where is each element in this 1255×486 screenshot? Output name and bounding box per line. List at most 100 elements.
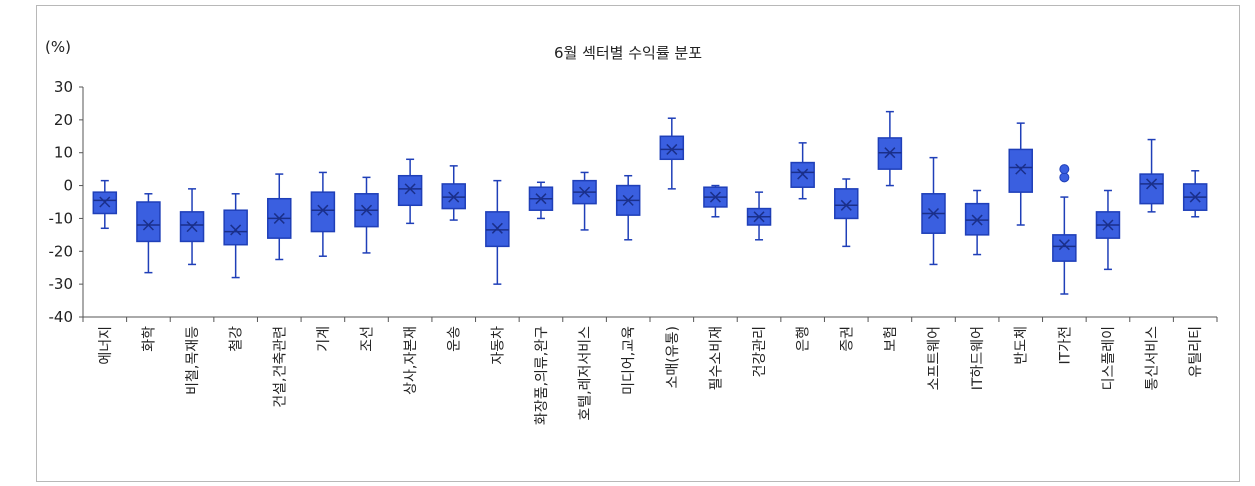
- box-20: [921, 156, 946, 266]
- x-tick-label: 필수소비재: [708, 326, 724, 390]
- x-tick-label: 미디어,교육: [621, 326, 637, 395]
- mean-marker: [666, 143, 678, 155]
- iqr-box: [136, 201, 161, 243]
- mean-marker: [448, 191, 460, 203]
- x-tick-label: 보험: [883, 326, 899, 352]
- box-19: [877, 110, 903, 187]
- chart-frame: (%) 6월 섹터별 수익률 분포 30 20 10 0 -10 -20 -30 -40 에너…: [36, 5, 1240, 482]
- box-21: [964, 189, 990, 256]
- iqr-box: [1139, 173, 1164, 205]
- x-tick-label: 디스플레이: [1101, 326, 1117, 390]
- x-tick-label: 소매(유통): [665, 326, 681, 388]
- chart-title: 6월 섹터별 수익률 분포: [554, 44, 702, 62]
- box-8: [397, 158, 423, 225]
- box-plot-chart: (%) 6월 섹터별 수익률 분포 30 20 10 0 -10 -20 -30 -40 에너…: [45, 38, 1218, 425]
- y-tick-label: -10: [49, 209, 74, 227]
- box-3: [179, 188, 205, 266]
- y-tick-label: -30: [49, 275, 74, 293]
- iqr-box: [659, 135, 685, 161]
- x-tick-label: 소프트웨어: [927, 326, 943, 390]
- iqr-box: [223, 209, 248, 246]
- box-26: [1182, 170, 1208, 218]
- x-tick-label: 화학: [141, 326, 157, 352]
- x-tick-label: IT하드웨어: [970, 326, 986, 390]
- box-13: [615, 174, 641, 241]
- box-10: [485, 179, 510, 285]
- y-tick-label: 10: [54, 144, 73, 162]
- x-tick-label: 증권: [839, 326, 855, 352]
- mean-marker: [404, 183, 416, 195]
- iqr-box: [1052, 234, 1077, 262]
- mean-marker: [884, 147, 896, 159]
- x-tick-label: 자동차: [490, 326, 506, 365]
- box-25: [1139, 138, 1164, 213]
- outlier-point: [1059, 164, 1070, 175]
- x-tick-label: 조선: [360, 326, 376, 352]
- mean-marker: [840, 199, 852, 211]
- mean-marker: [797, 168, 809, 180]
- x-tick-label: 반도체: [1014, 326, 1030, 365]
- x-tick-label: 호텔,레저서비스: [578, 326, 594, 421]
- x-tick-label: 유틸리티: [1188, 326, 1204, 378]
- mean-marker: [491, 222, 503, 234]
- mean-marker: [317, 204, 329, 216]
- y-tick-label: -40: [49, 308, 74, 326]
- box-24: [1095, 189, 1121, 271]
- mean-marker: [1146, 178, 1158, 190]
- axes: 30 20 10 0 -10 -20 -30 -40: [49, 78, 1218, 326]
- box-15: [703, 184, 728, 218]
- x-tick-label: 에너지: [98, 326, 114, 365]
- box-22: [1008, 122, 1033, 226]
- mean-marker: [230, 224, 242, 236]
- x-tick-label: 비철,목재등: [185, 326, 201, 395]
- box-1: [92, 179, 118, 230]
- mean-marker: [273, 212, 285, 224]
- y-tick-label: 30: [54, 78, 73, 96]
- mean-marker: [1189, 191, 1201, 203]
- iqr-box: [1008, 148, 1033, 193]
- mean-marker: [927, 207, 940, 220]
- iqr-box: [310, 191, 336, 233]
- x-tick-label: 철강: [229, 326, 245, 352]
- box-6: [310, 171, 336, 257]
- box-23: [1052, 164, 1077, 295]
- iqr-box: [397, 174, 423, 207]
- mean-marker: [753, 211, 765, 223]
- box-12: [572, 171, 597, 231]
- mean-marker: [622, 194, 634, 206]
- iqr-box: [834, 188, 859, 220]
- box-9: [441, 165, 466, 221]
- mean-marker: [535, 193, 547, 205]
- box-4: [223, 193, 248, 279]
- mean-marker: [1102, 219, 1114, 231]
- mean-marker: [186, 221, 198, 233]
- mean-marker: [1015, 163, 1027, 175]
- unit-label: (%): [45, 38, 71, 56]
- mean-marker: [142, 219, 154, 231]
- x-tick-label: 상사,자본재: [403, 326, 419, 395]
- x-tick-label: IT가전: [1057, 326, 1073, 364]
- x-tick-label: 은행: [796, 326, 812, 352]
- y-tick-label: 0: [63, 177, 73, 195]
- outlier-point: [1059, 172, 1070, 183]
- mean-marker: [1058, 239, 1070, 251]
- boxes-group: [92, 110, 1208, 295]
- mean-marker: [360, 204, 373, 216]
- x-tick-label: 기계: [316, 326, 332, 352]
- x-tick-label: 운송: [447, 326, 463, 352]
- x-tick-label: 건강관리: [752, 326, 768, 378]
- box-17: [790, 142, 815, 200]
- y-tick-label: 20: [54, 111, 73, 129]
- x-tick-label: 통신서비스: [1145, 326, 1161, 391]
- mean-marker: [971, 214, 983, 226]
- x-tick-label: 화장품,의류,완구: [534, 326, 550, 425]
- mean-marker: [709, 191, 721, 203]
- x-tick-labels: 에너지 화학 비철,목재등 철강 건설,건축관련 기계 조선 상사,자본재 운송 자동차 화장품,의…: [98, 326, 1204, 425]
- box-18: [834, 178, 859, 248]
- box-11: [528, 181, 554, 220]
- box-5: [267, 173, 292, 261]
- box-14: [659, 117, 685, 190]
- mean-marker: [99, 196, 111, 208]
- box-16: [746, 191, 772, 241]
- mean-marker: [579, 186, 591, 198]
